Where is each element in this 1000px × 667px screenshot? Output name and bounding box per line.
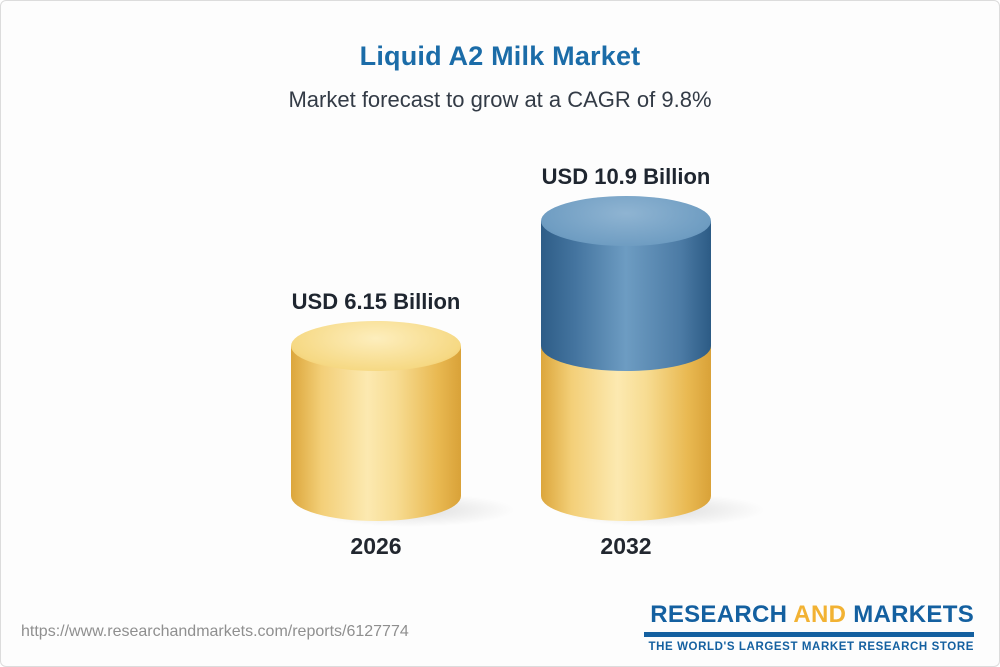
bar-2026-value-label: USD 6.15 Billion xyxy=(291,289,461,314)
bar-2026-cylinder-top xyxy=(291,321,461,371)
logo-word-and: AND xyxy=(793,601,847,628)
research-and-markets-logo: RESEARCH AND MARKETS THE WORLD'S LARGEST… xyxy=(614,601,974,653)
bar-2032-cylinder-growth-segment xyxy=(541,221,711,371)
bar-2032-value-label: USD 10.9 Billion xyxy=(541,164,711,189)
logo-tagline: THE WORLD'S LARGEST MARKET RESEARCH STOR… xyxy=(648,641,974,653)
bar-2032-year-label: 2032 xyxy=(600,533,652,559)
bar-2026-year-label: 2026 xyxy=(350,533,402,559)
bar-2032-cylinder-top xyxy=(541,196,711,246)
bar-2032-cylinder-base-segment xyxy=(541,346,711,521)
logo-divider-bar xyxy=(644,632,974,637)
logo-word-markets: MARKETS xyxy=(853,601,974,628)
logo-wordmark: RESEARCH AND MARKETS xyxy=(614,601,974,629)
report-url: https://www.researchandmarkets.com/repor… xyxy=(21,623,409,640)
page-title: Liquid A2 Milk Market xyxy=(359,41,641,71)
logo-word-research: RESEARCH xyxy=(650,601,788,628)
page-subtitle: Market forecast to grow at a CAGR of 9.8… xyxy=(288,87,712,112)
bar-2026-cylinder-body xyxy=(291,346,461,521)
